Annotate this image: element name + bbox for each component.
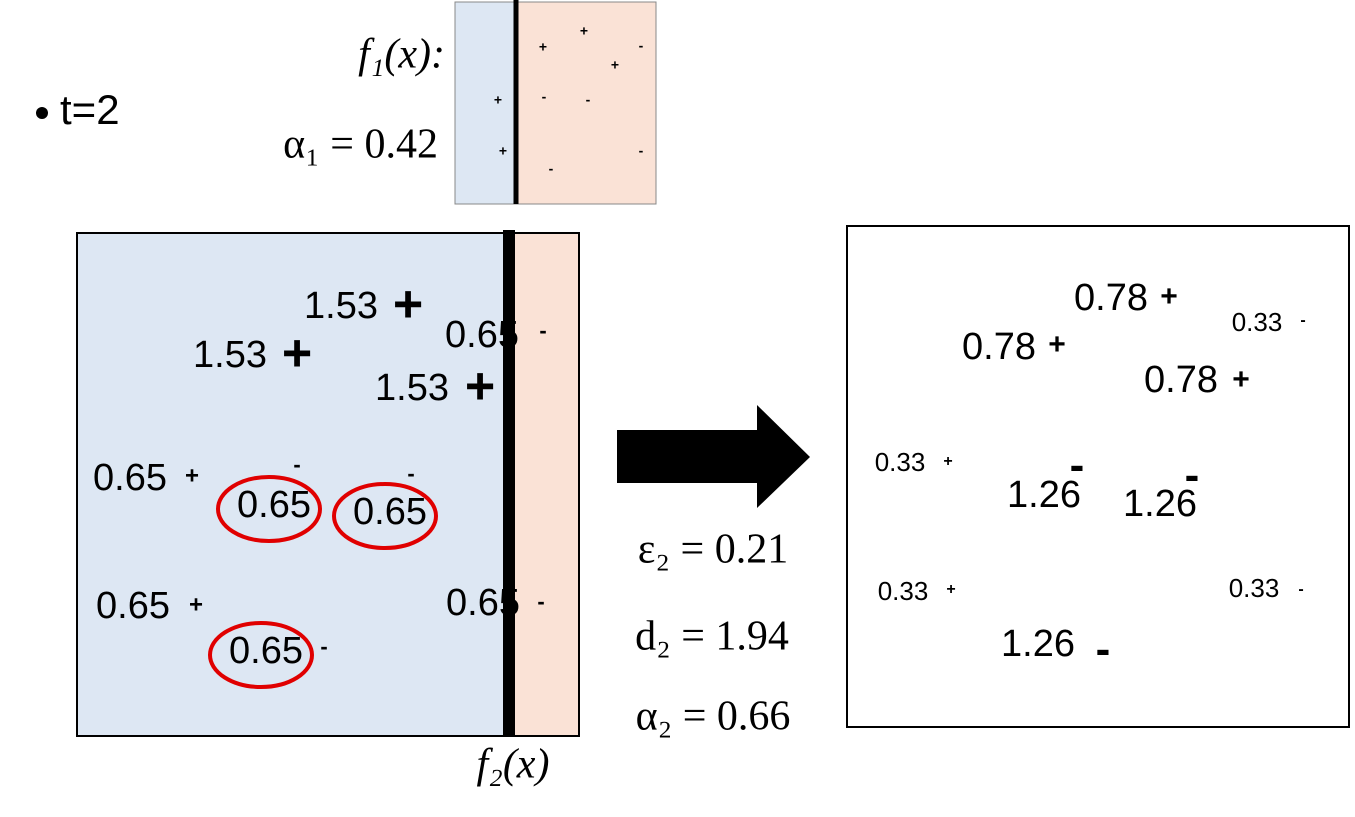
weight: 1.53 (304, 285, 378, 327)
sign: - (1298, 581, 1303, 598)
d2: d₂ = 1.94 (635, 614, 789, 660)
sign: - (639, 143, 644, 159)
bullet-text: t=2 (60, 86, 120, 133)
sign: + (946, 581, 955, 598)
sign: + (185, 462, 199, 489)
alpha1-label: α₁ = 0.42 (283, 122, 438, 168)
weight: 0.33 (875, 447, 926, 477)
weight: 1.53 (193, 334, 267, 376)
region-negative (505, 233, 579, 736)
f2-label: f₂(x) (477, 742, 550, 788)
sign: + (1160, 280, 1178, 313)
sign: - (539, 318, 546, 343)
frame (76, 232, 580, 737)
highlight-circle (208, 621, 314, 689)
sign: - (542, 89, 547, 105)
weight: 0.33 (1229, 573, 1280, 603)
sign: + (499, 143, 507, 159)
sign: - (293, 452, 300, 477)
sign: + (465, 358, 495, 416)
weight: 0.33 (878, 576, 929, 606)
region-negative (516, 2, 656, 204)
region-positive (77, 233, 505, 736)
sign: + (189, 591, 203, 618)
sign: + (1232, 363, 1250, 396)
sign: + (494, 92, 502, 108)
sign: + (282, 325, 312, 383)
sign: - (537, 589, 544, 614)
weight: 0.78 (1074, 277, 1148, 319)
weight: 0.78 (1144, 359, 1218, 401)
sign: - (1070, 441, 1085, 490)
small-panel (454, 0, 657, 205)
weight: 1.26 (1007, 474, 1081, 516)
left-panel (76, 232, 580, 737)
highlight-circle (332, 482, 438, 550)
weight: 0.65 (96, 585, 170, 627)
alpha2: α₂ = 0.66 (636, 694, 791, 740)
sign: + (580, 23, 588, 39)
right-panel (846, 225, 1350, 728)
sign: + (611, 57, 619, 73)
weight: 1.26 (1001, 623, 1075, 665)
weight: 0.33 (1232, 307, 1283, 337)
highlight-circle (216, 475, 322, 543)
region-positive (455, 2, 516, 204)
weight: 1.53 (375, 367, 449, 409)
sign: - (1300, 312, 1305, 329)
f1-label: f₁(x): (358, 32, 445, 78)
sign: - (407, 461, 414, 486)
sign: - (320, 634, 327, 659)
epsilon2: ε₂ = 0.21 (638, 527, 788, 573)
weight: 1.26 (1123, 483, 1197, 525)
sign: - (1185, 451, 1200, 500)
sign: + (539, 39, 547, 55)
sign: - (586, 92, 591, 108)
frame (454, 1, 657, 205)
weight: 0.78 (962, 326, 1036, 368)
sign: - (639, 38, 644, 54)
weight: 0.65 (229, 630, 303, 672)
sign: - (1096, 625, 1111, 674)
sign: + (393, 276, 423, 334)
sign: + (1048, 328, 1066, 361)
sign: - (549, 161, 554, 177)
arrow-shaft (617, 430, 760, 483)
arrow-head (757, 405, 810, 508)
weight: 0.65 (93, 457, 167, 499)
sign: + (943, 453, 952, 470)
arrow (617, 405, 810, 508)
bullet-dot (36, 107, 48, 119)
weight: 0.65 (237, 484, 311, 526)
weight: 0.65 (353, 491, 427, 533)
